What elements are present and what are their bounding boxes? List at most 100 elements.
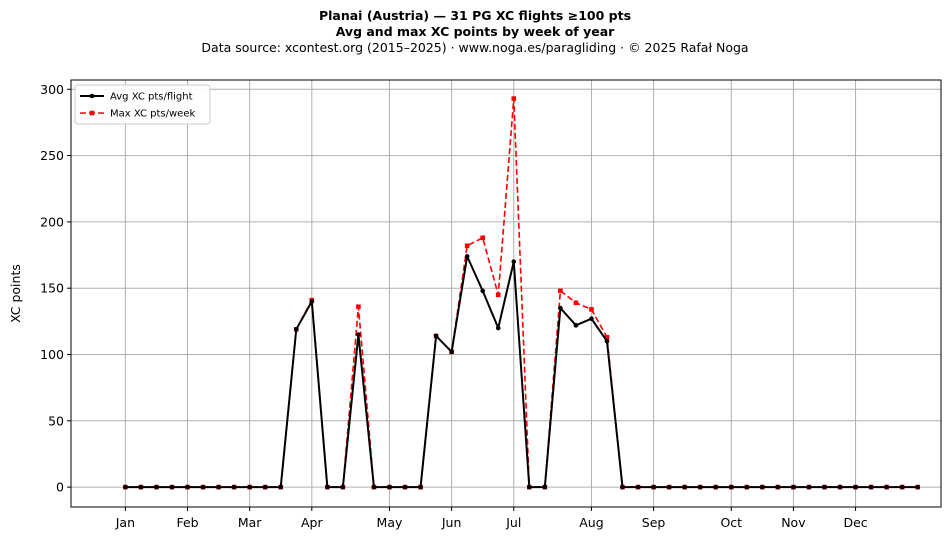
avg-data-point <box>511 259 517 264</box>
avg-data-point <box>791 484 796 490</box>
x-tick-label: Jan <box>115 515 135 530</box>
x-axis-ticks: Jan Feb Mar Apr May Jun Jul Aug Sep Oct Nov Dec <box>115 507 868 530</box>
avg-data-point <box>356 332 361 337</box>
y-tick-label: 150 <box>40 281 64 296</box>
avg-data-point <box>495 325 501 331</box>
y-tick-label: 0 <box>56 480 64 495</box>
y-tick-label: 50 <box>48 413 64 428</box>
avg-data-point <box>853 484 858 490</box>
y-tick-label: 300 <box>40 82 64 97</box>
avg-data-point <box>402 484 408 490</box>
legend-item-max: Max XC pts/week <box>80 109 195 120</box>
max-data-point <box>573 300 579 306</box>
y-tick-label: 250 <box>40 148 64 163</box>
avg-series <box>123 254 920 490</box>
avg-data-point <box>589 316 594 321</box>
chart-title: Planai (Austria) — 31 PG XC flights ≥100… <box>318 8 632 23</box>
max-data-point <box>558 288 563 294</box>
avg-data-point <box>138 484 144 490</box>
avg-data-point <box>651 484 656 490</box>
y-tick-label: 100 <box>40 347 64 362</box>
max-data-point <box>464 243 470 249</box>
legend-box <box>74 84 211 125</box>
avg-data-point <box>216 484 221 490</box>
legend-label: Max XC pts/week <box>110 109 195 120</box>
max-data-point <box>356 304 361 310</box>
avg-data-point <box>806 484 812 490</box>
avg-data-point <box>371 484 377 490</box>
avg-data-point <box>760 484 765 490</box>
avg-data-point <box>775 484 781 490</box>
x-tick-label: Nov <box>781 515 806 530</box>
avg-data-point <box>837 484 843 490</box>
avg-data-point <box>340 484 346 490</box>
avg-data-point <box>542 484 548 490</box>
avg-data-point <box>744 484 750 490</box>
x-tick-label: Sep <box>642 515 666 530</box>
max-data-point <box>604 334 610 340</box>
max-data-point <box>511 96 517 101</box>
series-group <box>123 96 920 490</box>
avg-data-point <box>573 323 579 328</box>
legend-item-avg: Avg XC pts/flight <box>80 92 193 103</box>
avg-data-point <box>558 305 563 311</box>
max-data-point <box>589 307 594 312</box>
legend-label: Avg XC pts/flight <box>110 92 193 103</box>
x-tick-label: Feb <box>176 515 198 530</box>
avg-data-point <box>325 484 330 490</box>
avg-data-point <box>262 484 268 490</box>
chart-subtitle: Avg and max XC points by week of year <box>335 24 615 39</box>
x-tick-label: Apr <box>301 515 323 530</box>
avg-data-point <box>915 484 920 490</box>
avg-data-point <box>278 484 284 490</box>
avg-data-point <box>169 484 175 490</box>
avg-data-point <box>480 288 485 294</box>
legend-marker <box>89 110 95 116</box>
avg-data-point <box>123 484 128 490</box>
avg-data-point <box>868 484 874 490</box>
avg-data-point <box>697 484 703 490</box>
avg-data-point <box>899 484 905 490</box>
max-series-line <box>125 97 918 488</box>
avg-series-line <box>125 255 918 489</box>
avg-data-point <box>464 254 470 259</box>
avg-data-point <box>728 484 734 490</box>
avg-data-point <box>449 349 454 355</box>
max-data-point <box>480 235 485 241</box>
x-tick-label: Oct <box>720 515 742 530</box>
x-tick-label: Jul <box>505 515 521 530</box>
avg-data-point <box>185 484 190 490</box>
avg-data-point <box>884 484 889 490</box>
plot-frame <box>70 79 942 508</box>
avg-data-point <box>822 484 827 490</box>
chart-titles: Planai (Austria) — 31 PG XC flights ≥100… <box>0 8 950 56</box>
avg-data-point <box>247 484 252 490</box>
max-data-point <box>495 292 501 298</box>
x-tick-label: Dec <box>843 515 867 530</box>
legend-marker <box>89 93 95 99</box>
y-axis-ticks: 0 50 100 150 200 250 300 <box>40 82 71 495</box>
avg-data-point <box>604 338 610 344</box>
y-tick-label: 200 <box>40 214 64 229</box>
avg-data-point <box>293 327 299 332</box>
avg-data-point <box>231 484 237 490</box>
avg-data-point <box>666 484 672 490</box>
x-tick-label: Jun <box>441 515 462 530</box>
x-tick-label: Mar <box>238 515 262 530</box>
avg-data-point <box>527 484 532 490</box>
legend: Avg XC pts/flight Max XC pts/week <box>74 84 211 125</box>
avg-data-point <box>620 484 625 490</box>
x-tick-label: May <box>377 515 403 530</box>
avg-data-point <box>433 333 439 339</box>
avg-data-point <box>635 484 641 490</box>
avg-data-point <box>154 484 159 490</box>
avg-data-point <box>200 484 206 490</box>
x-tick-label: Aug <box>579 515 603 530</box>
avg-data-point <box>387 484 392 490</box>
avg-data-point <box>682 484 687 490</box>
avg-data-point <box>309 299 315 304</box>
avg-data-point <box>418 484 423 490</box>
y-axis-label: XC points <box>8 264 23 323</box>
chart-source-note: Data source: xcontest.org (2015–2025) · … <box>201 40 749 55</box>
